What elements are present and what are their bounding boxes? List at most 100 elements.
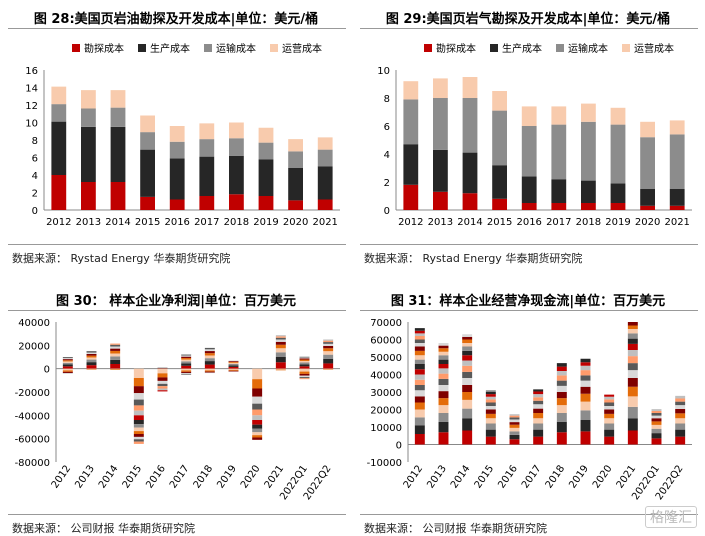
bar-segment [181,370,192,372]
bar-segment [228,360,239,362]
bar-segment [157,373,168,378]
bar-segment [580,375,591,381]
bar-segment [604,402,615,406]
bar-segment [675,398,686,402]
bar-segment [604,413,615,419]
legend-swatch [424,44,432,52]
y-tick-label: 6 [32,154,38,165]
bar-segment [414,336,425,340]
bar-segment [485,406,496,410]
bar-segment [51,121,67,175]
bar-segment [252,368,263,380]
x-tick-label: 2020 [635,217,660,228]
y-tick-label: 4 [384,150,390,161]
bar-segment [640,189,655,206]
bar-segment [204,358,215,362]
bar-segment [86,365,97,369]
bar-segment [323,368,334,370]
bar-segment [604,418,615,424]
bar-segment [610,203,626,210]
y-tick-label: 0 [396,441,402,452]
y-tick-label: 0 [384,206,390,217]
bar-segment [181,355,192,357]
bar-segment [669,120,685,135]
bar-segment [414,346,425,351]
bar-segment [204,361,215,365]
bar-segment [252,428,263,433]
bar-segment [485,394,496,397]
bar-segment [323,348,334,352]
bar-segment [438,351,449,356]
bar-segment [533,436,544,445]
bar-segment [533,389,544,392]
bar-segment [485,399,496,403]
bar-segment [438,359,449,364]
bar-segment [509,419,520,423]
bar-segment [462,336,473,340]
bar-segment [299,373,310,376]
bar-segment [438,421,449,433]
y-tick-label: 14 [25,84,38,95]
bar-segment [81,90,96,109]
bar-segment [51,86,67,105]
bar-segment [604,409,615,414]
x-tick-label: 2016 [144,463,168,490]
bar-segment [62,368,73,371]
bar-segment [533,394,544,398]
bar-segment [110,353,121,357]
bar-segment [62,359,73,361]
bar-segment [133,410,144,416]
bar-segment [675,423,686,430]
bar-segment [580,410,591,420]
bar-segment [509,414,520,416]
bar-segment [323,343,334,346]
x-tick-label: 2013 [425,463,449,490]
bar-segment [62,364,73,367]
bar-segment [627,350,638,357]
bar-segment [651,415,662,419]
bar-segment [651,421,662,425]
bar-segment [485,413,496,419]
bar-segment [62,371,73,373]
bar-segment [556,432,567,445]
bar-segment [492,165,507,199]
bar-segment [252,396,263,404]
bar-segment [627,343,638,350]
bar-segment [258,127,274,143]
bar-segment [62,357,73,359]
y-tick-label: 10000 [370,423,402,434]
bar-segment [299,358,310,360]
x-tick-label: 2021 [615,463,639,490]
bar-segment [640,205,655,210]
bar-segment [651,424,662,429]
bar-segment [323,363,334,369]
bar-segment [485,409,496,414]
x-tick-label: 2019 [567,463,591,490]
bar-segment [604,406,615,410]
bar-segment [433,98,448,150]
x-tick-label: 2018 [224,217,249,228]
x-tick-label: 2020 [239,463,263,490]
bar-segment [403,184,419,210]
bar-segment [462,378,473,385]
bar-segment [533,400,544,405]
bar-segment [640,121,655,138]
bar-segment [509,439,520,445]
bar-segment [133,386,144,394]
bar-segment [462,98,478,153]
bar-segment [533,413,544,419]
x-tick-label: 2014 [97,463,121,490]
x-tick-label: 2021 [312,217,337,228]
bar-segment [651,409,662,411]
bar-segment [275,368,286,370]
bar-segment [204,355,215,359]
bar-segment [580,393,591,402]
bar-segment [229,122,244,139]
bar-segment [133,368,144,378]
bar-segment [110,182,126,210]
bar-segment [252,415,263,420]
bar-segment [110,344,121,347]
bar-segment [627,430,638,445]
x-tick-label: 2021 [664,217,689,228]
panel-shale-oil-cost: 图 28:美国页岩油勘探及开发成本|单位：美元/桶 0 2 4 6 8 10 12 14 16 2… [0,0,352,268]
